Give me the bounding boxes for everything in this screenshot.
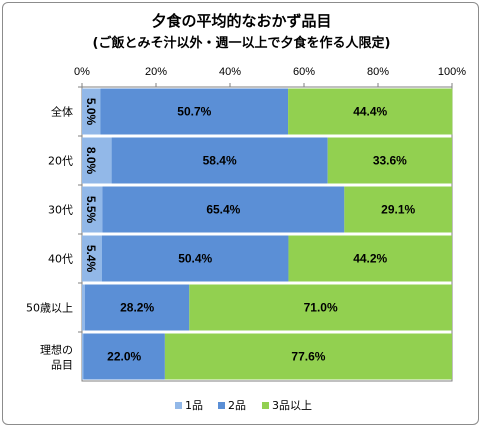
data-label: 77.6% xyxy=(291,350,325,364)
bar-segment xyxy=(344,186,452,233)
bar-segment xyxy=(111,137,328,184)
chart-title: 夕食の平均的なおかず品目 xyxy=(151,12,332,30)
bar-segment xyxy=(84,284,190,331)
bar-segment xyxy=(82,186,103,233)
data-label: 65.4% xyxy=(206,203,240,217)
legend-swatch xyxy=(262,402,269,409)
legend-swatch xyxy=(218,402,225,409)
data-label: 58.4% xyxy=(203,154,237,168)
category-label: 20代 xyxy=(48,155,73,168)
bar-segment xyxy=(82,333,84,380)
legend-label: 2品 xyxy=(228,399,246,412)
data-label: 28.2% xyxy=(120,301,154,315)
category-label: 40代 xyxy=(48,253,73,266)
legend-swatch xyxy=(175,402,182,409)
data-label: 44.4% xyxy=(353,105,387,119)
chart-subtitle: (ご飯とみそ汁以外・週一以上で夕食を作る人限定) xyxy=(92,36,391,51)
x-tick-label: 100% xyxy=(438,66,466,78)
bar-segment xyxy=(189,284,453,331)
data-label: 5.5% xyxy=(84,196,98,224)
x-tick-label: 20% xyxy=(145,66,167,78)
data-label: 50.7% xyxy=(177,105,211,119)
data-label: 33.6% xyxy=(373,154,407,168)
data-label: 50.4% xyxy=(178,252,212,266)
bar-segment xyxy=(83,333,165,380)
bar-segment xyxy=(288,235,452,282)
data-label: 44.2% xyxy=(353,252,387,266)
bar-segment xyxy=(100,88,289,135)
bar-segment xyxy=(164,333,452,380)
data-label: 5.4% xyxy=(84,245,98,273)
x-tick-label: 60% xyxy=(293,66,315,78)
data-label: 71.0% xyxy=(304,301,338,315)
x-tick-label: 40% xyxy=(219,66,241,78)
bar-segment xyxy=(82,284,85,331)
data-label: 22.0% xyxy=(107,350,141,364)
bar-segment xyxy=(102,186,345,233)
bar-segment xyxy=(82,137,112,184)
x-tick-label: 0% xyxy=(74,66,90,78)
category-label: 30代 xyxy=(48,204,73,217)
data-label: 5.0% xyxy=(84,98,98,126)
bar-segment xyxy=(82,235,102,282)
bar-segment xyxy=(288,88,453,135)
x-tick-label: 80% xyxy=(367,66,389,78)
bar-segment xyxy=(101,235,289,282)
bar-segment xyxy=(327,137,452,184)
category-label: 理想の品目 xyxy=(40,343,73,372)
legend-label: 1品 xyxy=(185,399,203,412)
category-label: 全体 xyxy=(51,105,73,119)
data-label: 8.0% xyxy=(84,147,98,175)
data-label: 29.1% xyxy=(381,203,415,217)
category-label: 50歳以上 xyxy=(26,302,73,315)
legend-label: 3品以上 xyxy=(272,399,312,412)
bar-segment xyxy=(82,88,101,135)
